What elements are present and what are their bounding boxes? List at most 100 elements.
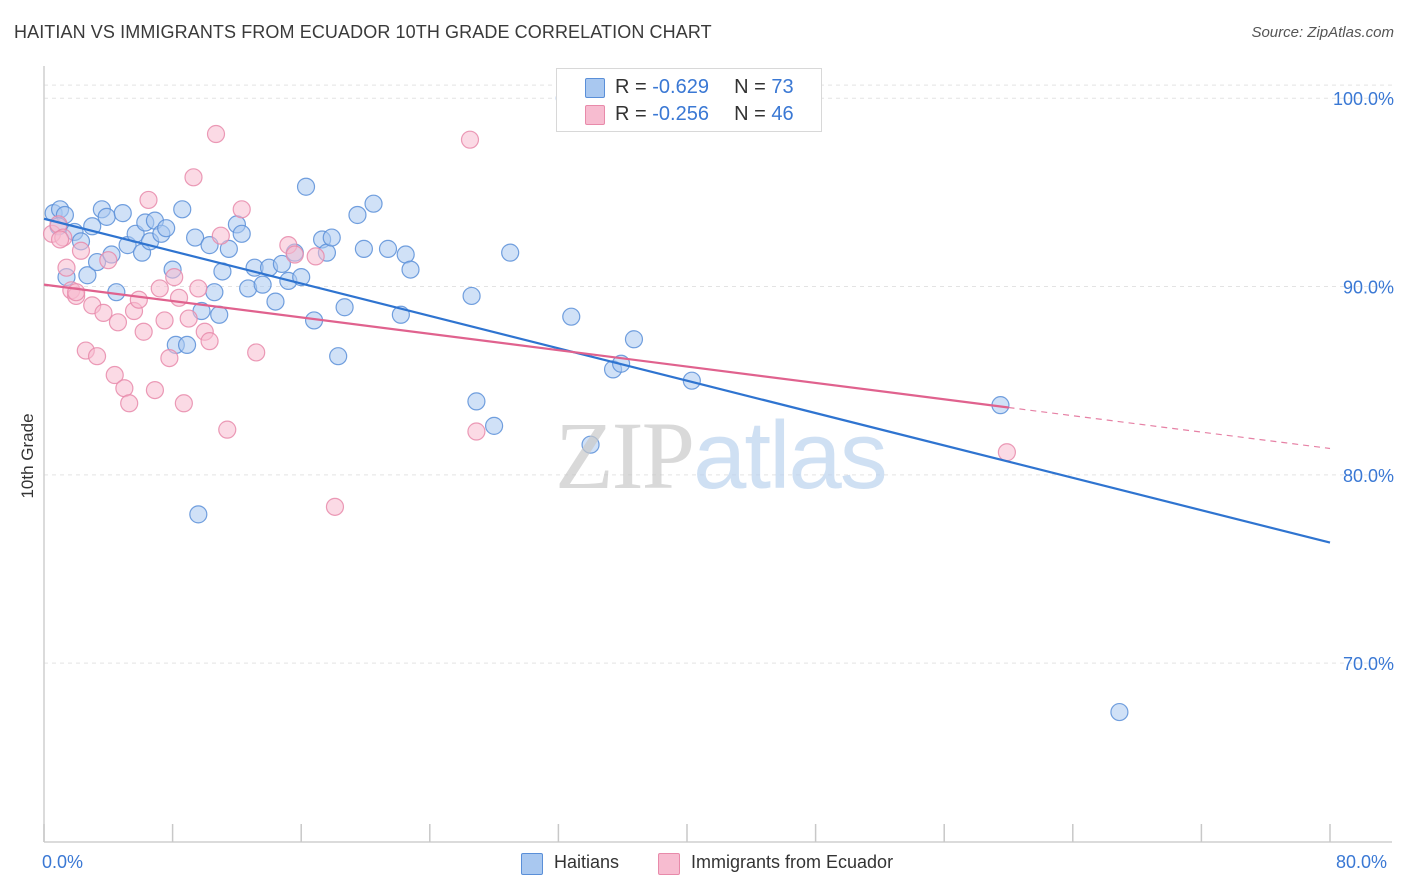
- haitian-point: [113, 204, 132, 223]
- ecuador-point: [155, 311, 174, 330]
- y-tick-label: 100.0%: [1333, 89, 1394, 109]
- n-value-haitians: 73: [771, 76, 794, 98]
- watermark: ZIPatlas: [555, 400, 888, 511]
- n-label: N =: [734, 76, 766, 98]
- ecuador-point: [50, 230, 70, 249]
- ecuador-point: [174, 394, 193, 413]
- haitian-point: [266, 292, 285, 311]
- bottom-legend-ecuador: Immigrants from Ecuador: [691, 852, 894, 872]
- ecuador-point: [145, 380, 165, 400]
- haitians-swatch: [585, 78, 605, 98]
- legend-row-haitians: R = -0.629 N = 73: [615, 76, 794, 99]
- haitian-point: [364, 194, 383, 213]
- trend-layer: [43, 217, 1331, 544]
- ecuador-point: [160, 348, 179, 368]
- haitian-point: [581, 435, 600, 454]
- ecuador-point: [169, 288, 189, 307]
- ecuador-point: [467, 422, 486, 441]
- y-tick-label: 80.0%: [1343, 466, 1394, 486]
- ecuador-point: [184, 168, 203, 187]
- stats-legend: R = -0.629 N = 73 R = -0.256 N = 46: [556, 68, 822, 132]
- watermark-atlas: atlas: [693, 402, 888, 509]
- haitian-point: [177, 335, 197, 355]
- haitian-point: [485, 416, 504, 435]
- r-label: R =: [615, 103, 647, 125]
- ecuador-point: [247, 343, 266, 362]
- r-label: R =: [615, 76, 647, 98]
- source-label: Source: ZipAtlas.com: [1251, 24, 1394, 41]
- x-tick-min: 0.0%: [42, 852, 84, 872]
- haitian-point: [462, 286, 481, 306]
- ecuador-point: [94, 303, 113, 322]
- watermark-zip: ZIP: [555, 402, 695, 509]
- ecuador-point: [232, 200, 251, 219]
- haitian-point: [467, 392, 486, 411]
- haitian-point: [157, 219, 176, 238]
- haitian-point: [219, 239, 238, 258]
- haitian-point: [378, 239, 398, 258]
- ecuador-point: [211, 226, 230, 245]
- haitian-point: [322, 228, 341, 247]
- y-tick-labels: 70.0% 80.0% 90.0% 100.0%: [1333, 89, 1394, 674]
- bottom-legend-haitians-swatch: [521, 853, 543, 875]
- ecuador-point: [189, 279, 208, 298]
- ecuador-point: [134, 322, 153, 341]
- ecuador-point: [150, 279, 169, 298]
- haitian-point: [348, 205, 367, 225]
- trend-line-1: [43, 283, 1009, 409]
- haitian-point: [329, 347, 348, 366]
- ecuador-point: [218, 420, 237, 439]
- haitian-point: [78, 266, 97, 285]
- haitian-point: [272, 254, 292, 274]
- ecuador-swatch: [585, 105, 605, 125]
- y-axis-label: 10th Grade: [18, 413, 37, 499]
- axis-layer: [43, 66, 1392, 843]
- ecuador-point: [120, 394, 139, 413]
- trend-line-dashed-1: [1008, 406, 1331, 450]
- ecuador-point: [129, 290, 148, 309]
- n-value-ecuador: 46: [771, 103, 794, 125]
- ecuador-point: [99, 251, 118, 270]
- haitian-point: [189, 505, 208, 524]
- trend-line-0: [43, 217, 1331, 544]
- haitian-point: [232, 224, 251, 243]
- ecuador-point: [115, 379, 134, 398]
- haitian-point: [335, 298, 354, 317]
- y-tick-label: 70.0%: [1343, 654, 1394, 674]
- ecuador-point: [306, 247, 325, 266]
- legend-row-ecuador: R = -0.256 N = 46: [615, 103, 794, 126]
- ecuador-point: [285, 245, 304, 264]
- ecuador-point: [206, 124, 226, 144]
- r-value-ecuador: -0.256: [652, 103, 709, 125]
- ecuador-point: [139, 190, 158, 210]
- ecuador-point: [200, 332, 219, 351]
- ecuador-point: [997, 443, 1016, 462]
- haitian-point: [186, 228, 205, 247]
- haitian-point: [396, 245, 415, 264]
- haitian-point: [562, 307, 581, 326]
- ecuador-point: [325, 497, 345, 516]
- haitian-point: [1110, 702, 1129, 722]
- ecuador-point: [105, 365, 124, 385]
- haitian-point: [624, 330, 644, 349]
- ecuador-point: [71, 241, 91, 260]
- r-value-haitians: -0.629: [652, 76, 709, 98]
- ecuador-point: [108, 313, 128, 332]
- y-tick-label: 90.0%: [1343, 278, 1394, 298]
- haitian-point: [173, 200, 192, 219]
- haitian-point: [401, 260, 420, 279]
- haitian-point: [354, 239, 373, 258]
- haitian-point: [205, 283, 224, 302]
- n-label: N =: [734, 103, 766, 125]
- bottom-legend-haitians: Haitians: [554, 852, 620, 872]
- ecuador-point: [165, 268, 184, 287]
- ecuador-point: [57, 258, 76, 277]
- ecuador-point: [460, 130, 480, 149]
- point-layer: [42, 89, 1129, 722]
- chart-title: HAITIAN VS IMMIGRANTS FROM ECUADOR 10TH …: [14, 22, 712, 42]
- bottom-legend-ecuador-swatch: [658, 853, 680, 875]
- ecuador-point: [87, 347, 107, 366]
- ecuador-point: [67, 283, 86, 302]
- haitian-point: [501, 243, 520, 262]
